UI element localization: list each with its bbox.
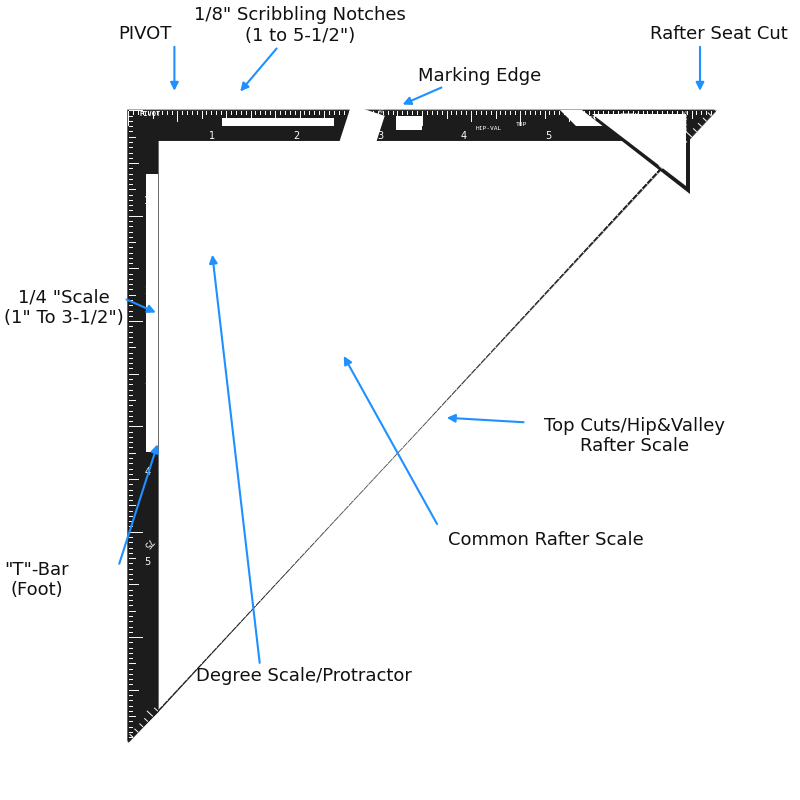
Text: Common Rafter Scale: Common Rafter Scale <box>448 531 644 549</box>
Text: HIP-VAL: HIP-VAL <box>476 126 502 130</box>
Text: 10: 10 <box>566 177 579 190</box>
Text: 2: 2 <box>293 131 299 141</box>
Polygon shape <box>257 114 265 118</box>
Text: 7: 7 <box>606 185 617 195</box>
Text: 5: 5 <box>144 557 150 567</box>
Text: PIVOT: PIVOT <box>140 111 162 117</box>
Text: 12: 12 <box>393 410 406 424</box>
Polygon shape <box>295 114 303 118</box>
Text: 65: 65 <box>222 448 236 462</box>
Text: 10: 10 <box>446 354 459 367</box>
Text: PIVOT: PIVOT <box>118 25 172 42</box>
Polygon shape <box>179 105 385 650</box>
Text: 1/8" Scribbling Notches
(1 to 5-1/2"): 1/8" Scribbling Notches (1 to 5-1/2") <box>194 6 406 45</box>
Polygon shape <box>128 110 158 742</box>
Polygon shape <box>320 114 328 118</box>
Polygon shape <box>232 114 240 118</box>
Text: 3: 3 <box>144 376 150 386</box>
Text: CUTS: CUTS <box>582 116 596 121</box>
Text: 30: 30 <box>183 588 197 602</box>
Polygon shape <box>128 110 716 742</box>
Text: 24: 24 <box>234 581 248 595</box>
Text: 15: 15 <box>340 467 354 482</box>
Polygon shape <box>158 141 686 712</box>
Text: 9: 9 <box>501 298 510 309</box>
Text: 24: 24 <box>259 506 273 519</box>
Text: Degree Scale/Protractor: Degree Scale/Protractor <box>196 667 412 685</box>
Text: 30: 30 <box>181 638 195 652</box>
Text: 25: 25 <box>552 94 566 107</box>
Text: 5: 5 <box>545 131 551 141</box>
Text: 24: 24 <box>305 406 318 420</box>
Polygon shape <box>146 174 158 452</box>
Text: TOP: TOP <box>516 122 527 126</box>
Polygon shape <box>592 114 686 186</box>
Text: 2: 2 <box>144 286 150 296</box>
Text: 15: 15 <box>517 178 530 193</box>
Text: 6: 6 <box>629 131 635 141</box>
Polygon shape <box>270 114 278 118</box>
Polygon shape <box>128 110 716 742</box>
Text: 55: 55 <box>305 359 318 373</box>
Text: "T"-Bar
(Foot): "T"-Bar (Foot) <box>4 561 69 599</box>
Text: 18: 18 <box>410 293 425 306</box>
Text: 45: 45 <box>387 270 401 285</box>
Polygon shape <box>128 110 716 141</box>
Text: 75: 75 <box>140 536 154 550</box>
Text: 1: 1 <box>209 131 215 141</box>
Text: Rafter Seat Cut: Rafter Seat Cut <box>650 25 788 42</box>
Polygon shape <box>560 110 690 126</box>
Text: COMMON RAFTER CONVERSION: COMMON RAFTER CONVERSION <box>364 73 394 145</box>
Text: 3: 3 <box>377 131 383 141</box>
Text: 15: 15 <box>412 342 426 355</box>
Polygon shape <box>307 114 315 118</box>
Text: Marking Edge: Marking Edge <box>418 67 542 85</box>
Text: 1: 1 <box>144 196 150 206</box>
Text: COMMON: COMMON <box>620 113 638 118</box>
Polygon shape <box>245 114 253 118</box>
Text: 8: 8 <box>554 242 564 252</box>
Text: 12: 12 <box>489 259 502 273</box>
Text: 4: 4 <box>461 131 467 141</box>
Text: DEGREES: DEGREES <box>684 109 689 130</box>
Polygon shape <box>222 118 334 126</box>
Polygon shape <box>396 116 422 130</box>
Text: 35: 35 <box>470 182 483 196</box>
Text: Top Cuts/Hip&Valley
Rafter Scale: Top Cuts/Hip&Valley Rafter Scale <box>544 417 725 455</box>
Text: 18: 18 <box>287 524 301 538</box>
Text: 4: 4 <box>144 466 150 477</box>
Text: 6: 6 <box>659 128 670 138</box>
Text: 30: 30 <box>199 520 213 534</box>
Text: 18: 18 <box>336 423 350 438</box>
Text: 1/4 "Scale
(1" To 3-1/2"): 1/4 "Scale (1" To 3-1/2") <box>4 289 124 327</box>
Polygon shape <box>282 114 290 118</box>
Polygon shape <box>582 110 690 194</box>
